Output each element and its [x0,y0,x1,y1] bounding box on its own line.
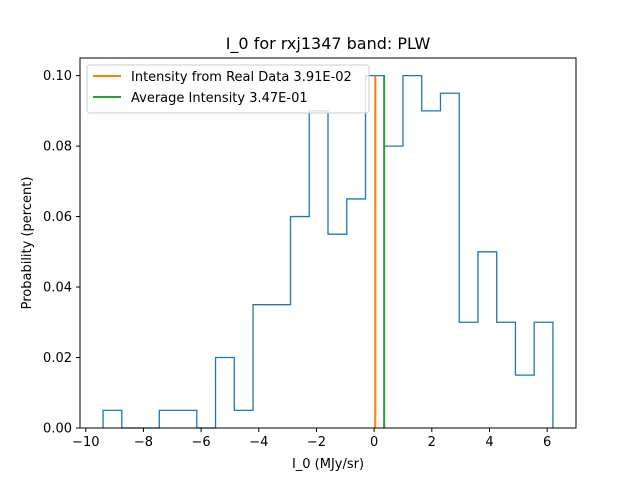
y-tick-label: 0.10 [43,69,72,84]
legend-label-real-data: Intensity from Real Data 3.91E-02 [131,70,352,85]
x-axis-ticks: −10 −8 −6 −4 −2 0 2 4 6 [72,428,551,450]
legend-label-average: Average Intensity 3.47E-01 [131,91,308,106]
y-tick-label: 0.02 [43,351,72,366]
y-tick-label: 0.08 [43,140,72,155]
x-tick-label: −10 [72,435,99,450]
y-tick-label: 0.00 [43,422,72,437]
x-tick-label: 0 [370,435,378,450]
histogram-step-outline [102,74,554,429]
legend: Intensity from Real Data 3.91E-02 Averag… [86,64,370,114]
x-tick-label: 4 [485,435,493,450]
x-tick-label: −8 [134,435,153,450]
y-axis-ticks: 0.00 0.02 0.04 0.06 0.08 0.10 [43,69,80,437]
x-axis-label: I_0 (MJy/sr) [292,457,364,472]
y-tick-label: 0.06 [43,210,72,225]
chart-title: I_0 for rxj1347 band: PLW [226,34,431,54]
y-axis-label: Probability (percent) [20,177,35,310]
x-tick-label: −4 [249,435,268,450]
plot-area [102,74,554,429]
x-tick-label: 2 [428,435,436,450]
x-tick-label: 6 [543,435,551,450]
y-tick-label: 0.04 [43,281,72,296]
x-tick-label: −6 [192,435,211,450]
x-tick-label: −2 [307,435,326,450]
legend-box [86,64,370,114]
axes-frame [79,57,577,429]
